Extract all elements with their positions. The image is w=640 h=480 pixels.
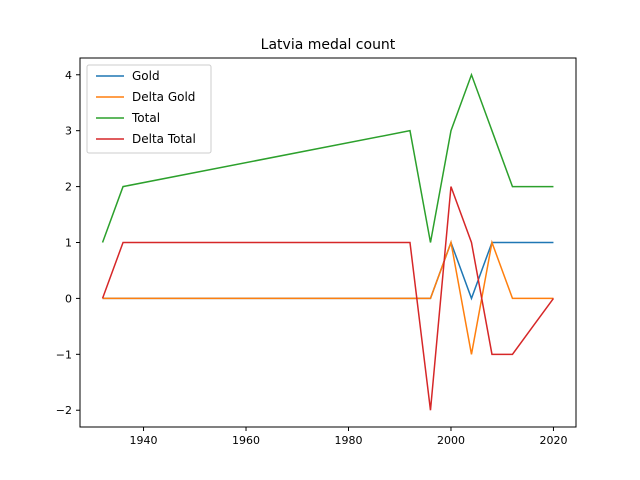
series-line-total [101, 72, 554, 243]
legend-label-delta-gold: Delta Gold [132, 90, 195, 104]
y-tick-label: 3 [65, 125, 72, 138]
legend: Gold Delta Gold Total Delta Total [86, 64, 212, 154]
x-axis: 1940 1960 1980 2000 2020 [130, 427, 567, 447]
x-tick-label: 1980 [334, 434, 362, 447]
series-line-gold [102, 240, 554, 301]
legend-label-gold: Gold [132, 69, 160, 83]
x-tick-label: 2020 [539, 434, 567, 447]
chart-title: Latvia medal count [261, 37, 396, 53]
y-tick-label: 1 [65, 237, 72, 250]
plot-area [79, 57, 577, 428]
x-tick-label: 2000 [437, 434, 465, 447]
y-tick-label: −1 [56, 348, 72, 361]
y-tick-label: 0 [65, 292, 72, 305]
series-line-delta-gold [102, 239, 554, 355]
series-lines [101, 72, 555, 411]
series-line-delta-total [101, 186, 555, 411]
legend-label-total: Total [131, 111, 160, 125]
y-tick-label: 4 [65, 69, 72, 82]
x-tick-label: 1940 [130, 434, 158, 447]
y-tick-label: 2 [65, 181, 72, 194]
x-tick-label: 1960 [232, 434, 260, 447]
legend-label-delta-total: Delta Total [132, 132, 196, 146]
legend-box [86, 64, 212, 154]
y-axis: −2 −1 0 1 2 3 4 [56, 69, 80, 417]
y-tick-label: −2 [56, 404, 72, 417]
